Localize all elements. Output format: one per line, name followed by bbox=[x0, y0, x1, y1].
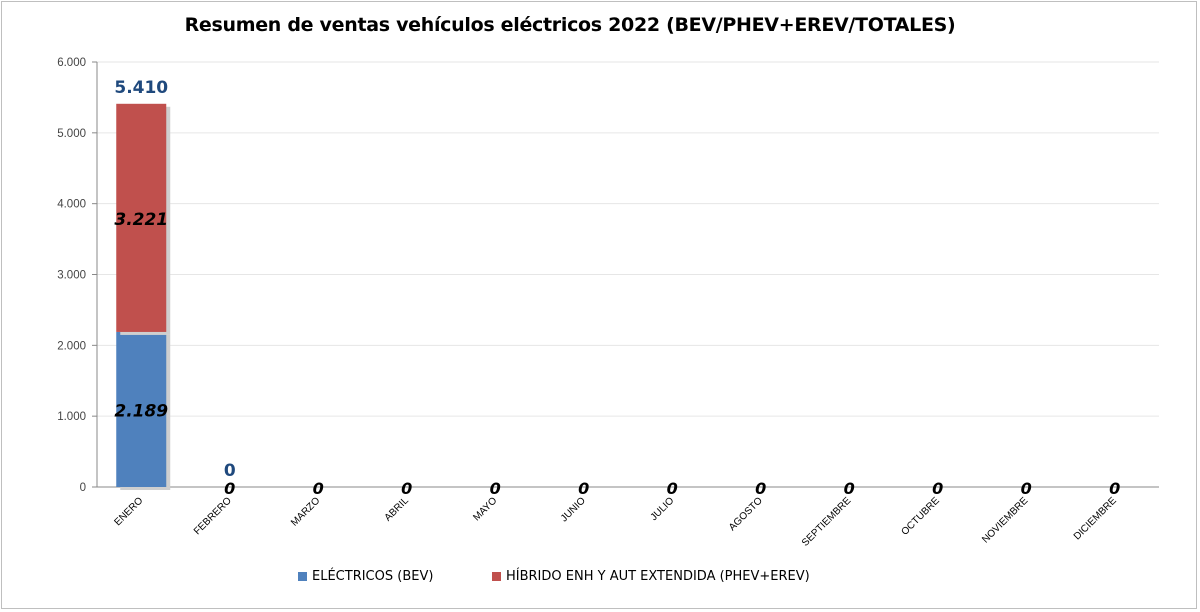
bar-segment-phev bbox=[116, 103, 167, 332]
legend-item-bev: ELÉCTRICOS (BEV) bbox=[298, 569, 433, 584]
data-label: 2.189 bbox=[114, 401, 168, 421]
y-tick-label: 4.000 bbox=[57, 199, 86, 211]
data-label: 0 bbox=[1021, 479, 1032, 498]
total-label: 0 bbox=[224, 461, 236, 481]
data-label: 0 bbox=[224, 479, 235, 498]
data-label: 0 bbox=[313, 479, 324, 498]
x-tick-label: SEPTIEMBRE bbox=[800, 495, 854, 549]
x-tick-label: ABRIL bbox=[383, 495, 412, 524]
data-label: 0 bbox=[844, 479, 855, 498]
y-tick-label: 6.000 bbox=[57, 57, 86, 69]
x-tick-label: MAYO bbox=[471, 495, 499, 523]
bar-segment-bev bbox=[116, 331, 167, 487]
total-label: 5.410 bbox=[114, 78, 168, 98]
data-label: 0 bbox=[578, 479, 589, 498]
legend-swatch-bev bbox=[298, 572, 307, 581]
x-tick-label: NOVIEMBRE bbox=[980, 495, 1030, 545]
chart-legend: ELÉCTRICOS (BEV) HÍBRIDO ENH Y AUT EXTEN… bbox=[0, 569, 1200, 589]
y-tick-label: 0 bbox=[80, 482, 86, 494]
data-label: 0 bbox=[932, 479, 943, 498]
x-tick-label: AGOSTO bbox=[727, 495, 765, 533]
x-tick-label: JUNIO bbox=[559, 495, 588, 524]
x-tick-label: FEBRERO bbox=[192, 495, 234, 537]
legend-item-phev: HÍBRIDO ENH Y AUT EXTENDIDA (PHEV+EREV) bbox=[492, 569, 810, 584]
data-label: 0 bbox=[1109, 479, 1120, 498]
chart-title: Resumen de ventas vehículos eléctricos 2… bbox=[184, 14, 956, 36]
y-tick-label: 1.000 bbox=[57, 411, 86, 423]
x-tick-label: MARZO bbox=[289, 495, 322, 528]
x-tick-label: DICIEMBRE bbox=[1072, 495, 1119, 542]
data-label: 0 bbox=[755, 479, 766, 498]
data-label: 3.221 bbox=[114, 210, 168, 230]
y-tick-label: 3.000 bbox=[57, 270, 86, 282]
y-tick-label: 2.000 bbox=[57, 340, 86, 352]
legend-label-phev: HÍBRIDO ENH Y AUT EXTENDIDA (PHEV+EREV) bbox=[506, 569, 810, 584]
data-label: 0 bbox=[490, 479, 501, 498]
x-tick-label: ENERO bbox=[112, 495, 145, 528]
x-tick-label: JULIO bbox=[649, 495, 677, 523]
x-tick-label: OCTUBRE bbox=[900, 495, 943, 538]
legend-label-bev: ELÉCTRICOS (BEV) bbox=[312, 569, 434, 584]
y-tick-label: 5.000 bbox=[57, 128, 86, 140]
data-label: 0 bbox=[401, 479, 412, 498]
data-label: 0 bbox=[667, 479, 678, 498]
legend-swatch-phev bbox=[492, 572, 501, 581]
